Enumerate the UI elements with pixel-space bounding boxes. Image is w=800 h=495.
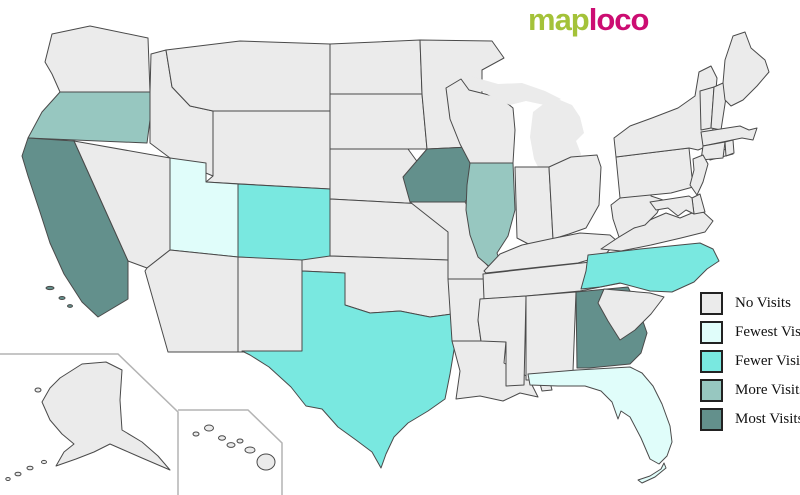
hawaii-island (236, 438, 244, 444)
aleutian-island (41, 459, 47, 465)
hawaii-island (192, 431, 200, 437)
state-new-mexico (237, 256, 303, 353)
aleutian-island (26, 465, 34, 471)
state-alaska (5, 361, 171, 481)
state-wyoming (205, 110, 331, 190)
state-new-york (613, 65, 718, 158)
state-maine (722, 31, 770, 107)
legend-swatch-fewest-visits (700, 320, 723, 344)
alaska-island (34, 387, 42, 393)
state-michigan-upper-peninsula (470, 76, 561, 106)
alaska-inset-border (0, 353, 179, 495)
aleutian-island (5, 477, 11, 481)
legend-swatch-fewer-visits (700, 349, 723, 373)
legend-swatch-more-visits (700, 378, 723, 402)
state-south-carolina (597, 288, 665, 341)
state-arizona (144, 249, 239, 353)
legend-swatch-no-visits (700, 291, 723, 315)
hawaii-big-island (256, 453, 276, 471)
state-ohio (548, 154, 602, 240)
legend-item-most-visits: Most Visits (700, 407, 800, 431)
state-california (21, 137, 129, 318)
state-new-hampshire (710, 82, 728, 131)
legend-item-no-visits: No Visits (700, 291, 800, 315)
state-kentucky (483, 232, 618, 274)
state-florida (527, 366, 673, 465)
state-north-dakota (329, 39, 423, 95)
state-michigan (530, 100, 584, 175)
channel-island (67, 304, 73, 308)
state-maryland (649, 195, 695, 217)
state-rhode-island (724, 139, 735, 157)
maploco-logo[interactable]: maploco (528, 2, 650, 37)
state-oregon (27, 91, 151, 144)
state-new-jersey (689, 154, 709, 196)
state-wisconsin (445, 78, 516, 164)
state-texas (241, 270, 456, 469)
hawaii-island (218, 435, 226, 441)
legend-swatch-most-visits (700, 407, 723, 431)
state-north-carolina (580, 242, 720, 293)
legend-label: Fewer Visits (735, 352, 800, 369)
aleutian-island (14, 471, 22, 477)
state-hawaii (192, 424, 276, 471)
state-indiana (514, 166, 554, 249)
legend-label: Most Visits (735, 410, 800, 427)
state-montana (165, 40, 331, 112)
hawaii-inset-border (178, 409, 283, 495)
legend-item-more-visits: More Visits (700, 378, 800, 402)
legend-item-fewest-visits: Fewest Visits (700, 320, 800, 344)
legend-label: Fewest Visits (735, 323, 800, 340)
state-louisiana (451, 340, 539, 402)
state-colorado (237, 183, 331, 264)
channel-island (45, 285, 55, 291)
legend-item-fewer-visits: Fewer Visits (700, 349, 800, 373)
state-south-dakota (329, 93, 428, 150)
legend-label: More Visits (735, 381, 800, 398)
hawaii-island (244, 446, 256, 454)
hawaii-island (204, 424, 214, 432)
logo-loco-text: loco (588, 2, 650, 37)
alaska-mainland (41, 361, 171, 471)
florida-keys (637, 462, 667, 484)
state-washington (44, 25, 151, 93)
logo-map-text: map (528, 2, 590, 37)
channel-island (58, 296, 66, 300)
hawaii-island (226, 442, 236, 448)
legend-label: No Visits (735, 294, 791, 311)
map-legend: No Visits Fewest Visits Fewer Visits Mor… (700, 291, 800, 437)
